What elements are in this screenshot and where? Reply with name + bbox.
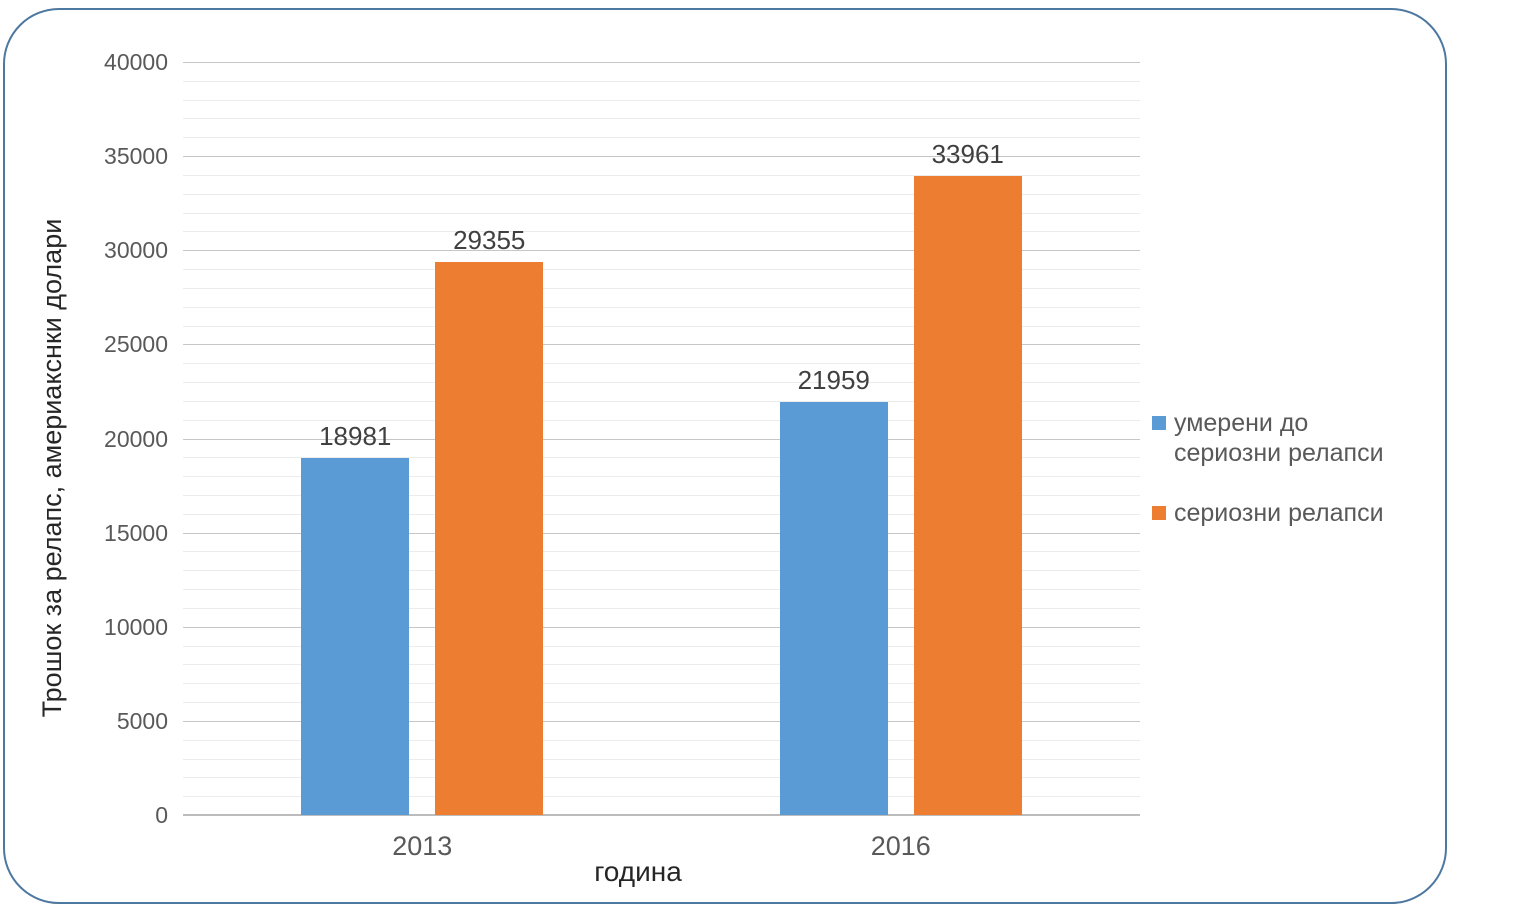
minor-gridline — [183, 382, 1140, 384]
legend-label: сериозни релапси — [1174, 499, 1384, 527]
bar-value-label: 33961 — [931, 138, 1004, 169]
rounded-border-frame — [3, 8, 1447, 904]
minor-gridline — [183, 551, 1140, 553]
legend-swatch-icon — [1152, 506, 1166, 520]
y-tick-label: 20000 — [104, 425, 168, 452]
minor-gridline — [183, 664, 1140, 666]
major-gridline — [183, 156, 1140, 158]
minor-gridline — [183, 174, 1140, 176]
legend-label: умерени до сериозни релапси — [1174, 409, 1384, 467]
major-gridline — [183, 344, 1140, 346]
major-gridline — [183, 250, 1140, 252]
minor-gridline — [183, 400, 1140, 402]
y-tick-label: 25000 — [104, 331, 168, 358]
minor-gridline — [183, 212, 1140, 214]
bar-series2 — [435, 262, 544, 815]
minor-gridline — [183, 589, 1140, 591]
minor-gridline — [183, 80, 1140, 82]
bar-value-label: 21959 — [797, 364, 870, 395]
minor-gridline — [183, 306, 1140, 308]
minor-gridline — [183, 476, 1140, 478]
minor-gridline — [183, 419, 1140, 421]
minor-gridline — [183, 683, 1140, 685]
bar-value-label: 18981 — [319, 420, 392, 451]
bar-series1 — [301, 457, 410, 815]
minor-gridline — [183, 325, 1140, 327]
minor-gridline — [183, 796, 1140, 798]
y-tick-label: 35000 — [104, 143, 168, 170]
minor-gridline — [183, 494, 1140, 496]
minor-gridline — [183, 739, 1140, 741]
y-tick-label: 40000 — [104, 49, 168, 75]
minor-gridline — [183, 193, 1140, 195]
y-tick-label: 15000 — [104, 519, 168, 546]
minor-gridline — [183, 269, 1140, 271]
major-gridline — [183, 626, 1140, 628]
x-category-label: 2013 — [392, 831, 453, 861]
minor-gridline — [183, 570, 1140, 572]
x-axis-line — [183, 814, 1140, 816]
minor-gridline — [183, 118, 1140, 120]
minor-gridline — [183, 758, 1140, 760]
minor-gridline — [183, 645, 1140, 647]
minor-gridline — [183, 137, 1140, 139]
legend-item: умерени до сериозни релапси — [1152, 408, 1420, 468]
minor-gridline — [183, 607, 1140, 609]
x-category-label: 2016 — [870, 831, 931, 861]
legend-swatch-icon — [1152, 416, 1166, 430]
y-tick-label: 0 — [155, 802, 168, 828]
minor-gridline — [183, 231, 1140, 233]
y-tick-label: 10000 — [104, 613, 168, 640]
x-axis-title: година — [594, 856, 682, 887]
minor-gridline — [183, 287, 1140, 289]
minor-gridline — [183, 99, 1140, 101]
major-gridline — [183, 720, 1140, 722]
y-tick-label: 5000 — [116, 707, 168, 734]
y-tick-label: 30000 — [104, 237, 168, 264]
major-gridline — [183, 438, 1140, 440]
minor-gridline — [183, 777, 1140, 779]
bar-series2 — [913, 175, 1022, 815]
legend-item: сериозни релапси — [1152, 498, 1420, 528]
minor-gridline — [183, 457, 1140, 459]
major-gridline — [183, 62, 1140, 63]
major-gridline — [183, 532, 1140, 534]
minor-gridline — [183, 513, 1140, 515]
bar-series1 — [779, 401, 888, 815]
minor-gridline — [183, 363, 1140, 365]
bar-value-label: 29355 — [453, 225, 526, 256]
minor-gridline — [183, 702, 1140, 704]
legend: умерени до сериозни релапси сериозни рела… — [1152, 408, 1420, 558]
